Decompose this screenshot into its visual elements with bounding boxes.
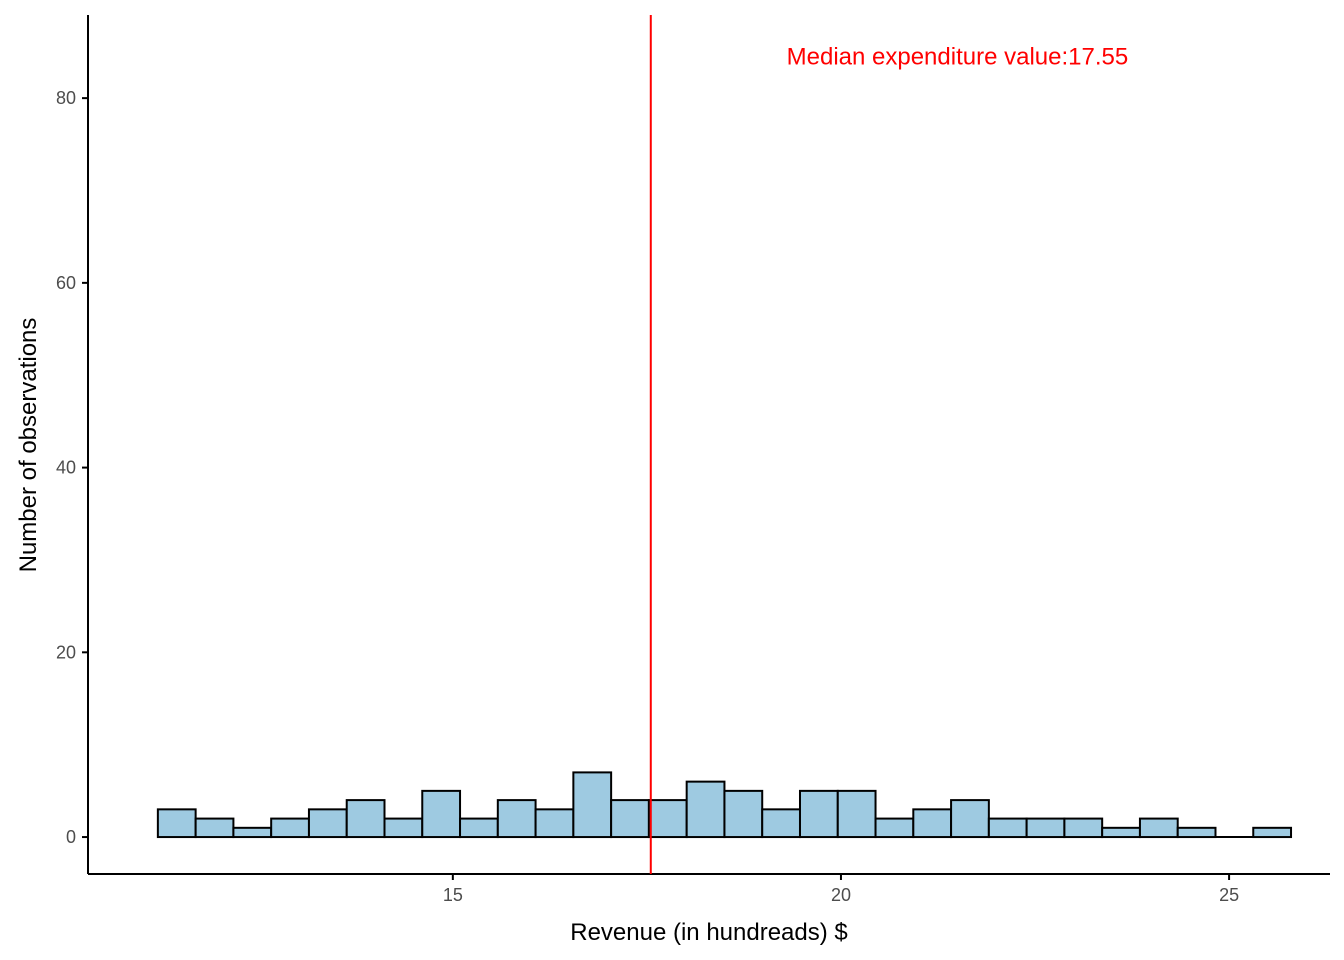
histogram-bar [307, 808, 348, 839]
histogram-bar [987, 817, 1028, 839]
y-tick-label: 20 [56, 642, 76, 662]
y-tick-label: 60 [56, 273, 76, 293]
histogram-bar [912, 808, 953, 839]
x-tick-label: 20 [831, 885, 851, 905]
histogram-bar [1025, 817, 1066, 839]
histogram-bar [874, 817, 915, 839]
ticks-layer: 0 20 40 60 80 15 20 25 [56, 88, 1239, 905]
histogram-bar [572, 771, 613, 839]
histogram-bar [1138, 817, 1179, 839]
y-tick-label: 80 [56, 88, 76, 108]
bars-layer [156, 771, 1293, 839]
x-tick-label: 25 [1219, 885, 1239, 905]
axes-layer [87, 15, 1330, 875]
histogram-bar [345, 799, 386, 839]
y-axis-title: Number of observations [15, 318, 42, 573]
histogram-bar [723, 789, 764, 839]
histogram-bar [836, 789, 877, 839]
histogram-bar [270, 817, 310, 839]
histogram-bar [798, 789, 839, 839]
histogram-bar [534, 808, 575, 839]
median-annotation: Median expenditure value:17.55 [787, 44, 1129, 71]
histogram-bar [685, 780, 726, 839]
histogram-bar [421, 789, 462, 839]
histogram-bar [1252, 826, 1293, 839]
histogram-bar [496, 799, 537, 839]
histogram-bar [1063, 817, 1104, 839]
histogram-bar [610, 799, 650, 839]
histogram-bar [761, 808, 801, 839]
histogram-bar [1176, 826, 1217, 839]
y-tick-label: 40 [56, 458, 76, 478]
y-tick-label: 0 [66, 827, 76, 847]
histogram-bar [383, 817, 424, 839]
x-axis-title: Revenue (in hundreads) $ [570, 919, 848, 946]
histogram-bar [459, 817, 499, 839]
histogram-bar [156, 808, 197, 839]
histogram-bar [232, 826, 273, 839]
histogram-bar [1101, 826, 1141, 839]
histogram-bar [647, 799, 688, 839]
histogram-bar [194, 817, 235, 839]
histogram-bar [950, 799, 990, 839]
x-tick-label: 15 [443, 885, 463, 905]
